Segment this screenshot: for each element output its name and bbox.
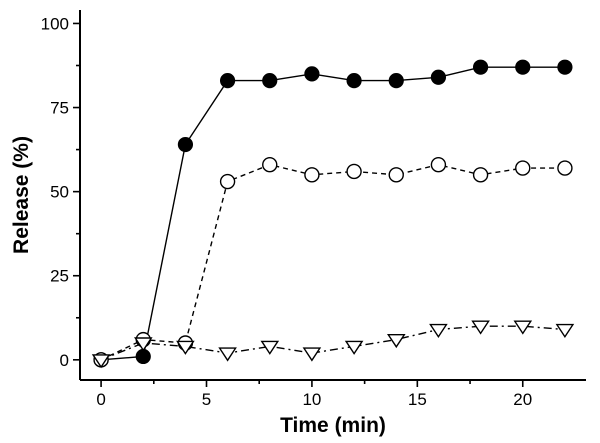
series-1-point-5 [304, 167, 320, 183]
y-tick-label-25: 25 [50, 267, 69, 286]
series-2-point-2 [176, 340, 195, 355]
series-0-point-1 [135, 348, 151, 365]
series-0-point-10 [515, 59, 531, 75]
series-2-point-9 [471, 320, 490, 335]
series-1-point-10 [515, 160, 531, 176]
x-tick-label-20: 20 [513, 390, 532, 409]
series-0-point-4 [262, 73, 278, 89]
series-1-point-8 [430, 157, 447, 173]
series-2-line [100, 325, 565, 361]
series-1-point-4 [262, 157, 278, 173]
y-axis-title: Release (%) [10, 136, 33, 254]
series-1-line [100, 163, 565, 361]
series-0-point-3 [219, 73, 236, 89]
series-2-point-4 [260, 340, 280, 355]
series-0-point-8 [430, 69, 447, 85]
series-2-point-6 [344, 340, 364, 355]
series-0-line [101, 66, 565, 361]
series-0-point-9 [472, 59, 489, 75]
x-tick-label-15: 15 [408, 390, 427, 409]
series-1-point-7 [388, 167, 404, 183]
x-axis-title: Time (min) [280, 414, 386, 437]
y-tick-label-75: 75 [50, 99, 69, 118]
series-0-point-2 [177, 136, 194, 153]
series-0-point-5 [304, 66, 320, 82]
series-2-point-10 [513, 320, 533, 335]
series-2-point-0 [91, 354, 111, 369]
x-tick-label-10: 10 [302, 390, 321, 409]
series-0-point-6 [346, 73, 362, 89]
series-1-point-6 [346, 163, 362, 180]
series-2-point-3 [218, 347, 237, 362]
series-2-point-7 [386, 334, 406, 349]
y-tick-label-50: 50 [50, 183, 69, 202]
y-tick-label-0: 0 [60, 351, 69, 370]
series-0-point-11 [557, 59, 573, 75]
series-2-point-5 [302, 347, 322, 362]
x-tick-label-0: 0 [96, 390, 105, 409]
series-1 [93, 157, 573, 368]
series-layer [91, 59, 575, 369]
series-2-point-8 [429, 323, 448, 338]
axes: 0 5 10 15 20 0 25 50 75 100 [41, 10, 586, 409]
series-2-point-1 [134, 337, 153, 352]
series-2 [91, 320, 575, 369]
series-2-point-11 [555, 323, 575, 338]
x-tick-label-5: 5 [202, 390, 211, 409]
y-tick-label-100: 100 [41, 14, 69, 33]
series-1-point-3 [219, 173, 236, 190]
series-0 [93, 59, 573, 368]
series-1-point-9 [472, 167, 489, 183]
series-1-point-11 [557, 160, 573, 176]
series-0-point-7 [388, 73, 404, 89]
